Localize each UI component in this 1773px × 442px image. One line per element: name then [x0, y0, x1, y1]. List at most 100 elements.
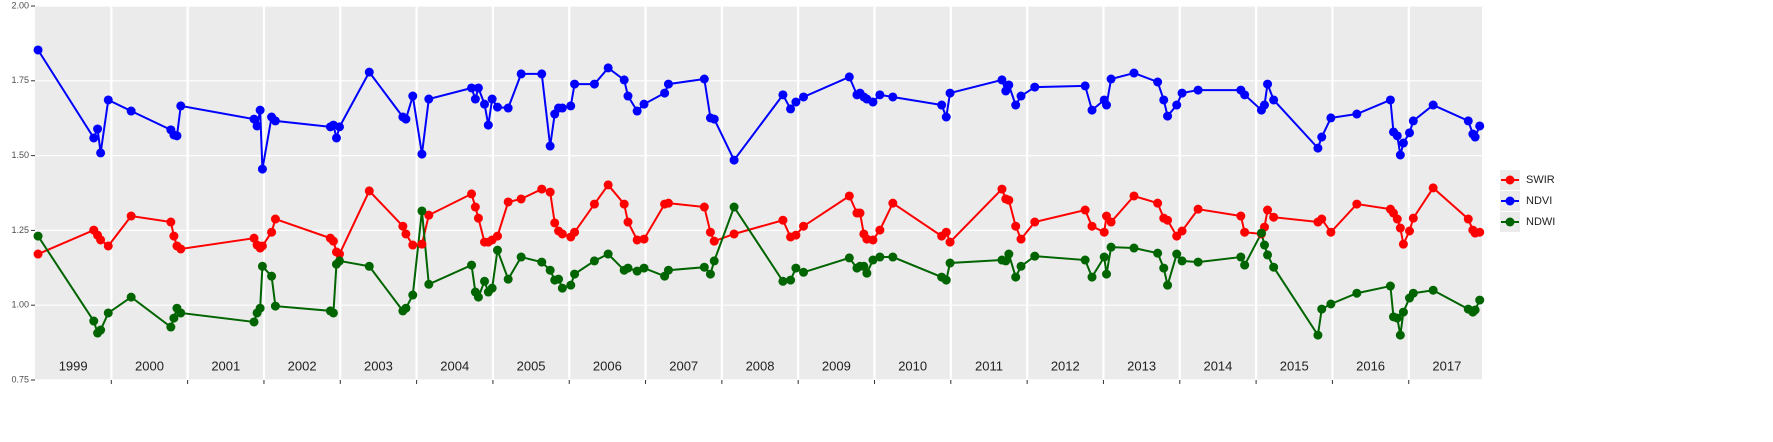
point: [1011, 100, 1021, 110]
point: [570, 227, 580, 237]
point: [1385, 281, 1395, 291]
year-label: 2012: [1051, 358, 1080, 373]
point: [467, 260, 477, 270]
point: [868, 97, 878, 107]
point: [660, 88, 670, 98]
point: [799, 267, 809, 277]
point: [473, 292, 483, 302]
point: [603, 63, 613, 73]
year-label: 2000: [135, 358, 164, 373]
point: [424, 94, 434, 104]
point: [888, 198, 898, 208]
point: [126, 292, 136, 302]
point: [1163, 111, 1173, 121]
point: [487, 283, 497, 293]
point: [1395, 223, 1405, 233]
point: [859, 261, 869, 271]
point: [786, 104, 796, 114]
point: [487, 94, 497, 104]
point: [364, 186, 374, 196]
point: [778, 215, 788, 225]
year-label: 2016: [1356, 358, 1385, 373]
point: [1106, 74, 1116, 84]
point: [1153, 248, 1163, 258]
point: [557, 283, 567, 293]
legend-point: [1505, 175, 1515, 185]
point: [1352, 109, 1362, 119]
point: [408, 290, 418, 300]
point: [257, 164, 267, 174]
point: [1240, 90, 1250, 100]
point: [492, 245, 502, 255]
year-label: 2011: [975, 358, 1003, 373]
point: [589, 256, 599, 266]
point: [1240, 260, 1250, 270]
point: [249, 317, 259, 327]
point: [1428, 100, 1438, 110]
point: [550, 218, 560, 228]
point: [1004, 249, 1014, 259]
point: [619, 199, 629, 209]
point: [424, 210, 434, 220]
point: [729, 202, 739, 212]
year-label: 2010: [898, 358, 927, 373]
point: [778, 90, 788, 100]
point: [570, 269, 580, 279]
point: [364, 261, 374, 271]
point: [1326, 113, 1336, 123]
point: [492, 102, 502, 112]
year-label: 2014: [1203, 358, 1232, 373]
point: [699, 202, 709, 212]
point: [364, 67, 374, 77]
point: [257, 241, 267, 251]
point: [89, 133, 99, 143]
point: [1159, 95, 1169, 105]
point: [96, 235, 106, 245]
point: [516, 252, 526, 262]
point: [1030, 251, 1040, 261]
point: [1177, 88, 1187, 98]
point: [1352, 288, 1362, 298]
point: [1470, 305, 1480, 315]
year-label: 2003: [364, 358, 393, 373]
point: [1326, 227, 1336, 237]
point: [1129, 68, 1139, 78]
point: [855, 208, 865, 218]
point: [1102, 100, 1112, 110]
point: [1030, 82, 1040, 92]
point: [470, 202, 480, 212]
point: [1317, 132, 1327, 142]
point: [1163, 280, 1173, 290]
point: [1193, 204, 1203, 214]
year-label: 2006: [593, 358, 622, 373]
point: [1087, 221, 1097, 231]
point: [1153, 198, 1163, 208]
point: [1475, 121, 1485, 131]
point: [1263, 205, 1273, 215]
point: [1404, 128, 1414, 138]
point: [603, 180, 613, 190]
point: [1129, 191, 1139, 201]
point: [1475, 227, 1485, 237]
point: [1001, 256, 1011, 266]
year-label: 2001: [211, 358, 240, 373]
point: [1177, 256, 1187, 266]
point: [566, 280, 576, 290]
point: [96, 148, 106, 158]
legend-point: [1505, 217, 1515, 227]
point: [424, 279, 434, 289]
point: [1087, 272, 1097, 282]
point: [632, 266, 642, 276]
point: [1352, 199, 1362, 209]
point: [103, 95, 113, 105]
point: [1153, 77, 1163, 87]
point: [566, 101, 576, 111]
year-label: 2013: [1127, 358, 1156, 373]
point: [1392, 214, 1402, 224]
point: [868, 235, 878, 245]
point: [270, 301, 280, 311]
point: [335, 249, 345, 259]
point: [249, 114, 259, 124]
point: [1317, 214, 1327, 224]
